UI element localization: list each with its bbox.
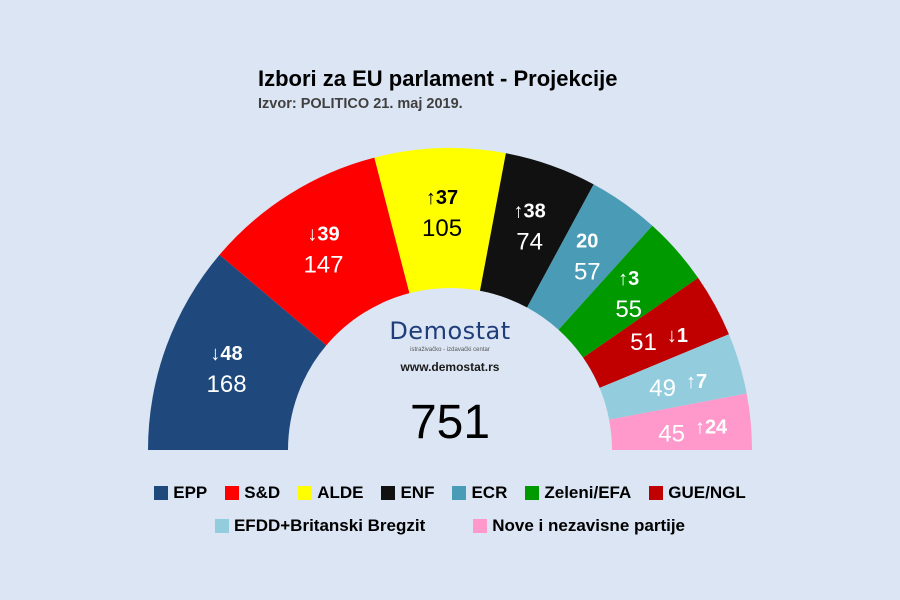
legend-label: ECR [471,483,508,502]
legend-swatch [381,486,396,500]
legend-row-1: EPP S&D ALDE ENF ECR Zeleni/EFA GUE/NGL [0,483,900,503]
segment-zeleni-efa [558,225,699,358]
legend-item: Nove i nezavisne partije [473,516,685,536]
legend-swatch [525,486,540,500]
legend-row-2: EFDD+Britanski Bregzit Nove i nezavisne p… [0,516,900,536]
seat-label: 45 [658,421,685,448]
legend-swatch [473,519,488,533]
legend-label: Zeleni/EFA [544,483,632,502]
segment-epp [148,254,327,450]
legend-item: EFDD+Britanski Bregzit [214,516,426,536]
segment-nove-i-nezavisne-partije [609,393,752,450]
logo-brand: Demostat [389,317,511,345]
legend-label: EPP [173,483,208,502]
seat-label: 74 [516,229,543,256]
segment-s-d [219,157,410,346]
change-label: ↓39 [307,223,339,245]
segment-alde [374,148,506,294]
seat-label: 168 [207,371,247,398]
change-label: ↑7 [686,371,707,393]
total-seats: 751 [409,396,491,449]
seat-label: 57 [574,259,601,286]
legend-swatch [214,519,229,533]
seat-label: 51 [630,329,657,356]
legend-item: ENF [381,483,434,503]
legend-label: GUE/NGL [668,483,746,502]
legend-swatch [649,486,664,500]
legend-item: ECR [452,483,507,503]
logo-tagline: istraživačko - izdavački centar [410,347,490,353]
seat-label: 147 [303,251,343,278]
legend-label: ENF [400,483,435,502]
seat-label: 49 [649,375,676,402]
legend-item: Zeleni/EFA [525,483,631,503]
chart-subtitle: Izvor: POLITICO 21. maj 2019. [258,96,463,112]
change-label: 20 [576,231,598,253]
change-label: ↓1 [667,325,688,347]
logo-url: www.demostat.rs [400,360,500,374]
change-label: ↓48 [210,343,242,365]
legend-swatch [225,486,240,500]
chart-title: Izbori za EU parlament - Projekcije [258,66,618,91]
legend-swatch [298,486,313,500]
segment-efdd-britanski-bregzit [599,334,747,420]
change-label: ↑38 [513,201,545,223]
change-label: ↑3 [618,268,639,290]
segment-enf [479,153,594,308]
change-label: ↑37 [426,187,458,209]
seat-label: 55 [615,296,642,323]
legend-item: S&D [225,483,280,503]
legend-item: GUE/NGL [649,483,746,503]
legend-label: Nove i nezavisne partije [492,516,686,535]
legend-swatch [154,486,169,500]
legend-label: EFDD+Britanski Bregzit [233,516,426,535]
legend-swatch [452,486,467,500]
segment-ecr [527,184,653,330]
demostat-logo: Demostat istraživačko - izdavački centar… [385,317,515,375]
legend-item: EPP [154,483,207,503]
change-label: ↑24 [695,417,728,439]
segment-gue-ngl [583,277,729,388]
legend-label: S&D [244,483,281,502]
legend-label: ALDE [317,483,364,502]
seat-label: 105 [422,215,462,242]
legend-item: ALDE [298,483,363,503]
